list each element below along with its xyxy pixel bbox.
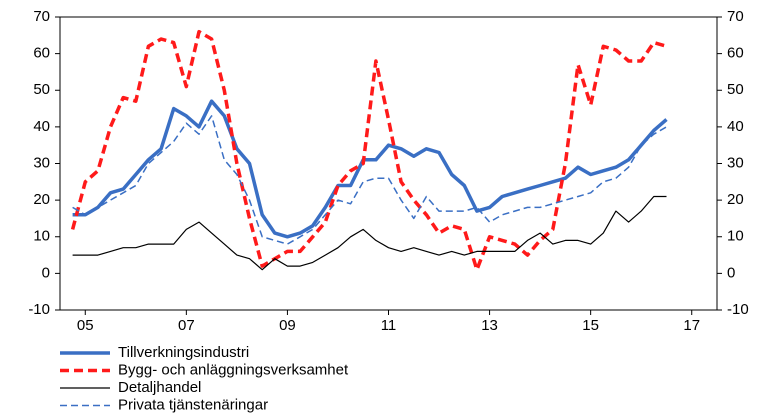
y2-tick-label: -10	[727, 301, 749, 318]
legend-label: Privata tjänstenäringar	[118, 396, 268, 413]
series-line	[72, 99, 668, 239]
x-tick-label: 13	[481, 317, 498, 334]
x-tick-label: 17	[683, 317, 700, 334]
y2-tick-label: 60	[727, 45, 744, 62]
x-tick-label: 05	[77, 317, 94, 334]
y-tick-label: -10	[28, 301, 50, 318]
y2-tick-label: 70	[727, 8, 744, 25]
series-line	[70, 29, 667, 272]
x-tick-label: 11	[381, 317, 397, 334]
y-tick-label: 50	[33, 81, 50, 98]
series-line	[72, 195, 667, 271]
legend-label: Bygg- och anläggningsverksamhet	[118, 361, 349, 378]
y-tick-label: 70	[33, 8, 50, 25]
y-tick-label: 60	[33, 45, 50, 62]
y-tick-label: 0	[42, 264, 50, 281]
plot-frame	[59, 16, 718, 311]
y2-tick-label: 50	[727, 81, 744, 98]
legend-label: Detaljhandel	[118, 379, 201, 396]
y-tick-label: 20	[33, 191, 50, 208]
y2-tick-label: 10	[727, 228, 744, 245]
y-tick-label: 40	[33, 118, 50, 135]
series-line	[72, 115, 667, 245]
x-tick-label: 09	[279, 317, 296, 334]
y2-tick-label: 0	[727, 264, 735, 281]
y-tick-label: 10	[33, 228, 50, 245]
legend-label: Tillverkningsindustri	[118, 344, 249, 361]
y2-tick-label: 30	[727, 154, 744, 171]
y2-tick-label: 40	[727, 118, 744, 135]
y2-tick-label: 20	[727, 191, 744, 208]
x-tick-label: 15	[582, 317, 599, 334]
y-tick-label: 30	[33, 154, 50, 171]
x-tick-label: 07	[178, 317, 195, 334]
